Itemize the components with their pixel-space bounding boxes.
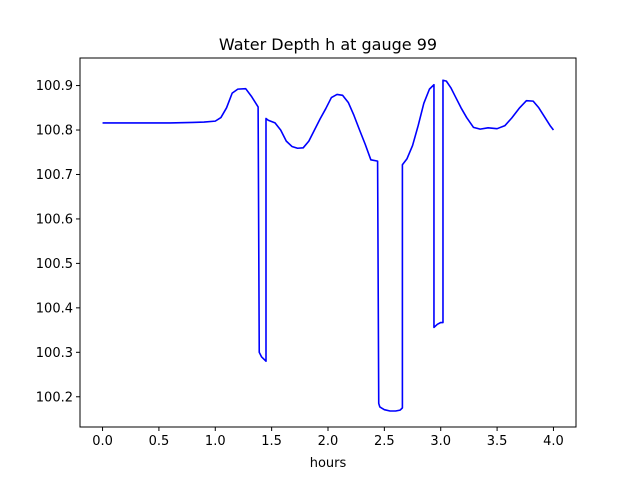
series-line: [102, 79, 555, 412]
y-tick-label: 100.9: [36, 79, 73, 94]
x-axis-label: hours: [310, 456, 347, 471]
x-tick-label: 1.0: [205, 434, 226, 449]
series-layer: [102, 79, 555, 412]
plot-area: [80, 58, 576, 427]
y-tick-label: 100.8: [36, 124, 73, 139]
x-tick-label: 4.0: [543, 434, 564, 449]
y-tick-label: 100.7: [36, 168, 73, 183]
chart-title: Water Depth h at gauge 99: [219, 35, 437, 54]
y-tick-label: 100.2: [36, 390, 73, 405]
x-axis-ticks: 0.0 0.5 1.0 1.5 2.0 2.5 3.0 3.5 4.0: [92, 427, 564, 449]
x-tick-label: 2.0: [318, 434, 339, 449]
x-tick-label: 3.0: [430, 434, 451, 449]
x-tick-label: 0.0: [92, 434, 113, 449]
y-tick-label: 100.6: [36, 212, 73, 227]
y-axis-ticks: 100.2 100.3 100.4 100.5 100.6 100.7 100.8 100.9: [36, 79, 80, 405]
y-tick-label: 100.5: [36, 257, 73, 272]
x-tick-label: 3.5: [487, 434, 508, 449]
x-tick-label: 0.5: [149, 434, 170, 449]
y-tick-label: 100.4: [36, 301, 73, 316]
plot-frame: [79, 57, 577, 428]
x-tick-label: 1.5: [261, 434, 282, 449]
y-tick-label: 100.3: [36, 346, 73, 361]
x-tick-label: 2.5: [374, 434, 395, 449]
